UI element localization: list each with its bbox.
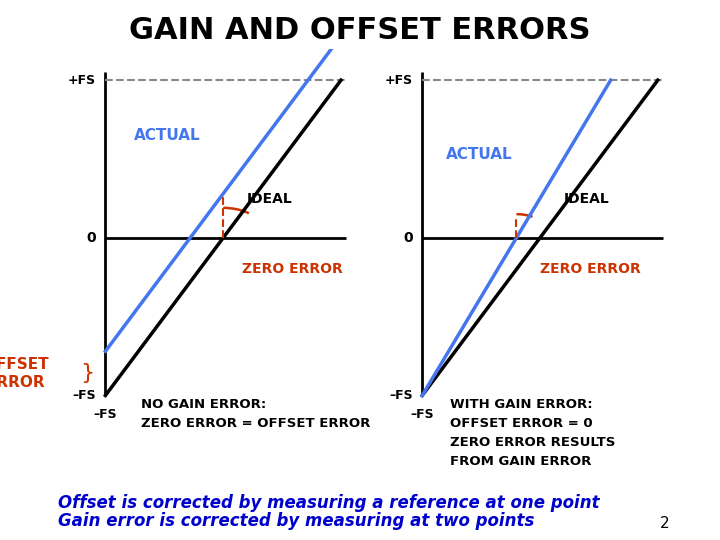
Text: ZERO ERROR = OFFSET ERROR: ZERO ERROR = OFFSET ERROR — [140, 417, 370, 430]
Text: ZERO ERROR RESULTS: ZERO ERROR RESULTS — [451, 436, 616, 449]
Text: +FS: +FS — [68, 73, 96, 86]
Text: –FS: –FS — [72, 389, 96, 402]
Text: OFFSET ERROR = 0: OFFSET ERROR = 0 — [451, 417, 593, 430]
Text: NO GAIN ERROR:: NO GAIN ERROR: — [140, 398, 266, 411]
Text: –FS: –FS — [94, 408, 117, 421]
Text: 0: 0 — [86, 231, 96, 245]
Text: Offset is corrected by measuring a reference at one point: Offset is corrected by measuring a refer… — [58, 494, 599, 512]
Text: WITH GAIN ERROR:: WITH GAIN ERROR: — [451, 398, 593, 411]
Text: IDEAL: IDEAL — [564, 192, 609, 206]
Text: OFFSET
ERROR: OFFSET ERROR — [0, 357, 49, 390]
Text: Gain error is corrected by measuring at two points: Gain error is corrected by measuring at … — [58, 512, 534, 530]
Text: GAIN AND OFFSET ERRORS: GAIN AND OFFSET ERRORS — [130, 16, 590, 45]
Text: IDEAL: IDEAL — [247, 192, 292, 206]
Text: ZERO ERROR: ZERO ERROR — [242, 261, 343, 275]
Text: FROM GAIN ERROR: FROM GAIN ERROR — [451, 455, 592, 468]
Text: ACTUAL: ACTUAL — [134, 128, 200, 143]
Text: ZERO ERROR: ZERO ERROR — [540, 261, 641, 275]
Text: –FS: –FS — [389, 389, 413, 402]
Text: 2: 2 — [660, 516, 670, 531]
Text: +FS: +FS — [384, 73, 413, 86]
Text: 0: 0 — [403, 231, 413, 245]
Text: –FS: –FS — [410, 408, 434, 421]
Text: ACTUAL: ACTUAL — [446, 147, 513, 162]
Text: }: } — [81, 363, 95, 383]
